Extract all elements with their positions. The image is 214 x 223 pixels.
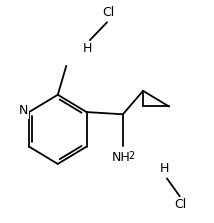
Text: Cl: Cl — [175, 198, 187, 211]
Text: Cl: Cl — [102, 6, 114, 19]
Text: NH: NH — [111, 151, 130, 164]
Text: 2: 2 — [129, 151, 135, 161]
Text: N: N — [19, 104, 28, 118]
Text: H: H — [160, 162, 169, 175]
Text: H: H — [83, 42, 92, 55]
